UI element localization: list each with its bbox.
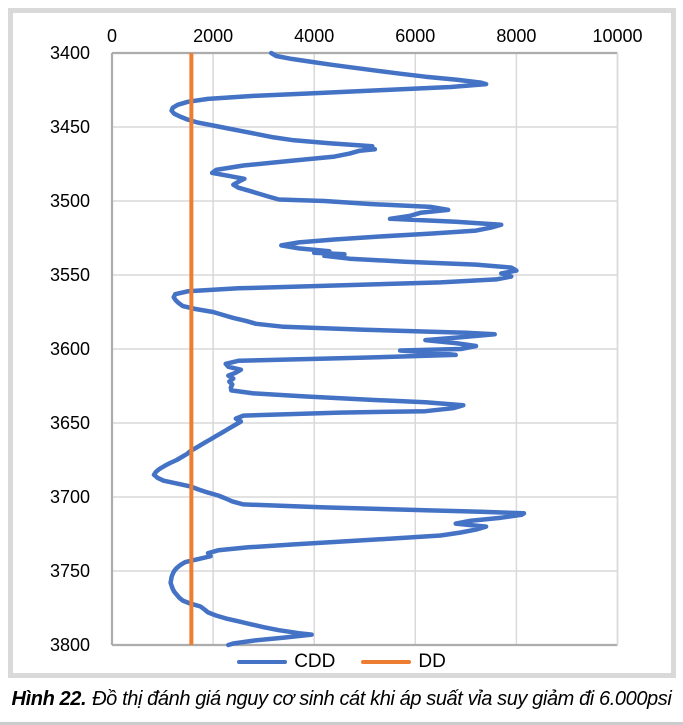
x-axis-tick-label: 2000 xyxy=(193,26,233,46)
x-axis-tick-label: 0 xyxy=(107,26,117,46)
cdd-legend-label: CDD xyxy=(294,651,336,672)
x-axis-tick-label: 8000 xyxy=(496,26,536,46)
cdd-curve xyxy=(151,50,527,648)
legend-item-cdd: CDD xyxy=(237,651,335,673)
dd-legend-label: DD xyxy=(418,651,446,672)
sand-production-risk-chart: 0 2000 4000 6000 8000 10000 3400 3450 3500 3550 36… xyxy=(50,26,643,652)
y-axis-tick-label: 3550 xyxy=(50,265,90,285)
x-axis-tick-label: 4000 xyxy=(294,26,334,46)
x-axis-tick-label: 6000 xyxy=(395,26,435,46)
figure-caption: Hình 22. Đồ thị đánh giá nguy cơ sinh cát… xyxy=(0,688,683,711)
y-axis-tick-label: 3500 xyxy=(50,191,90,211)
legend-item-dd: DD xyxy=(361,651,446,673)
dd-line-swatch xyxy=(361,660,412,664)
y-axis-tick-label: 3700 xyxy=(50,487,90,507)
y-axis-tick-label: 3800 xyxy=(50,635,90,652)
y-axis-tick-label: 3450 xyxy=(50,117,90,137)
x-axis-tick-label: 10000 xyxy=(592,26,642,46)
figure-caption-text: Đồ thị đánh giá nguy cơ sinh cát khi áp … xyxy=(92,688,672,710)
chart-frame xyxy=(8,8,676,678)
y-axis-tick-label: 3750 xyxy=(50,561,90,581)
y-axis-tick-label: 3600 xyxy=(50,339,90,359)
y-axis-tick-label: 3650 xyxy=(50,413,90,433)
chart-legend: CDD DD xyxy=(0,650,683,674)
y-axis-tick-label: 3400 xyxy=(50,43,90,63)
figure-bottom-rule xyxy=(0,722,683,725)
figure-caption-label: Hình 22. xyxy=(11,688,87,710)
cdd-line-swatch xyxy=(237,660,288,664)
